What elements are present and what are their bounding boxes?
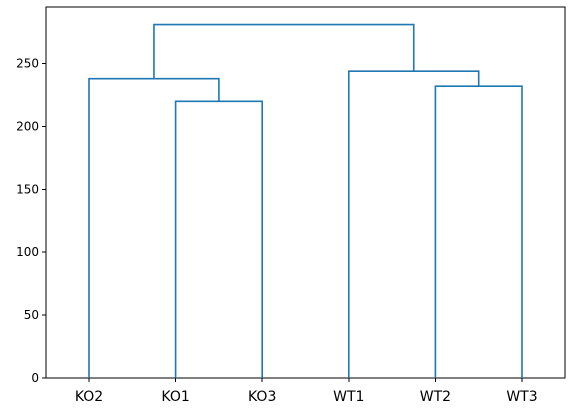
x-tick-label-ko1: KO1: [161, 389, 189, 405]
y-tick-label-50: 50: [24, 308, 39, 322]
dendrogram-links: [88, 23, 523, 378]
x-tick-label-ko2: KO2: [75, 389, 103, 405]
dendrogram-link-4: [348, 70, 480, 378]
x-tick-label-wt3: WT3: [506, 389, 537, 405]
dendrogram-link-5: [153, 23, 415, 79]
dendrogram-link-1: [174, 100, 263, 378]
plot-frame: [45, 6, 566, 379]
y-tick-label-250: 250: [16, 57, 39, 71]
y-tick-label-0: 0: [31, 371, 39, 385]
y-tick-label-100: 100: [16, 245, 39, 259]
x-axis: KO2 KO1 KO3 WT1 WT2 WT3: [75, 378, 538, 405]
dendrogram-link-2: [434, 85, 523, 378]
x-tick-label-wt2: WT2: [420, 389, 451, 405]
dendrogram-link-3: [88, 77, 220, 378]
plot-area: [45, 6, 566, 379]
x-tick-label-ko3: KO3: [248, 389, 276, 405]
x-tick-label-wt1: WT1: [333, 389, 364, 405]
y-axis: 0 50 100 150 200 250: [16, 57, 46, 385]
y-tick-label-200: 200: [16, 119, 39, 133]
y-tick-label-150: 150: [16, 182, 39, 196]
